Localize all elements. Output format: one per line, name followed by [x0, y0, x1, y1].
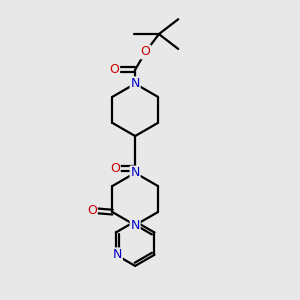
Text: N: N	[130, 167, 140, 179]
Text: O: O	[110, 63, 119, 76]
Text: N: N	[130, 77, 140, 90]
Text: N: N	[112, 248, 122, 261]
Text: O: O	[110, 162, 120, 175]
Text: O: O	[141, 45, 151, 58]
Text: N: N	[130, 219, 140, 232]
Text: O: O	[87, 204, 97, 217]
